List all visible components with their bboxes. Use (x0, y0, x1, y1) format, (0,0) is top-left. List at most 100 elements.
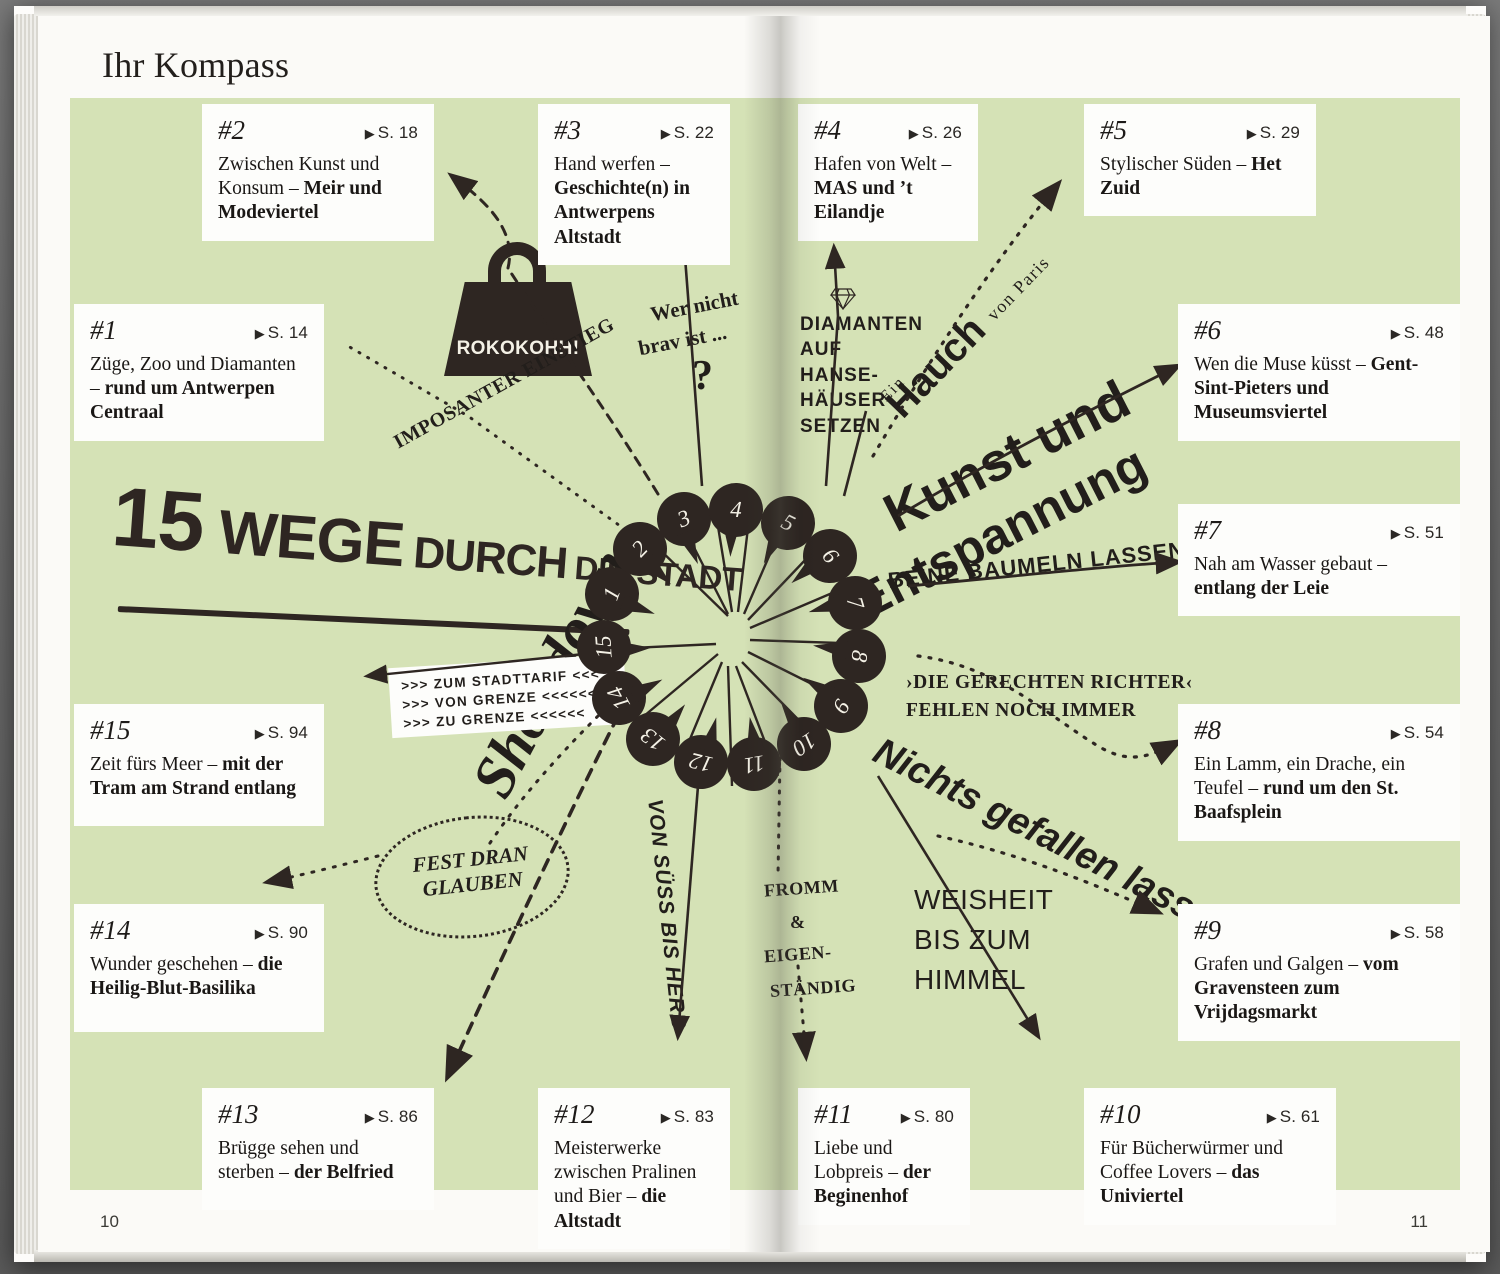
route-card-title: Brügge sehen und sterben – der Belfried (218, 1137, 418, 1185)
route-card-8[interactable]: ▶ S. 54 #8 Ein Lamm, ein Drache, ein Teufel… (1178, 704, 1460, 841)
route-card-title-bold: rund um den St. Baafsplein (1194, 778, 1399, 824)
route-card-title-bold: die Altstadt (554, 1186, 667, 1232)
triangle-right-icon: ▶ (364, 1110, 375, 1125)
page-ref-text: S. 94 (267, 723, 308, 742)
route-card-14[interactable]: ▶ S. 90 #14 Wunder geschehen – die Heilig-B… (74, 904, 324, 1032)
route-card-page-ref[interactable]: ▶ S. 51 (1391, 523, 1444, 543)
route-card-number: #6 (1194, 315, 1221, 345)
page-ref-text: S. 14 (267, 323, 308, 342)
route-card-title: Liebe und Lobpreis – der Beginenhof (814, 1137, 954, 1210)
route-card-number: #7 (1194, 515, 1221, 545)
route-card-title-plain: Grafen und Galgen – (1194, 954, 1363, 975)
triangle-right-icon: ▶ (1390, 326, 1401, 341)
route-card-6[interactable]: ▶ S. 48 #6 Wen die Muse küsst – Gent-Sint-P… (1178, 304, 1460, 441)
triangle-right-icon: ▶ (254, 726, 265, 741)
route-card-11[interactable]: ▶ S. 80 #11 Liebe und Lobpreis – der Begine… (798, 1088, 970, 1225)
route-card-page-ref[interactable]: ▶ S. 83 (661, 1107, 714, 1127)
page-ref-text: S. 61 (1279, 1107, 1320, 1126)
route-card-title: Zeit fürs Meer – mit der Tram am Strand … (90, 753, 308, 801)
route-card-title-bold: das Univiertel (1100, 1162, 1260, 1208)
route-card-number: #9 (1194, 915, 1221, 945)
triangle-right-icon: ▶ (1390, 926, 1401, 941)
route-card-title-plain: Stylischer Süden – (1100, 154, 1252, 175)
page-ref-text: S. 86 (377, 1107, 418, 1126)
route-card-title: Hand werfen – Geschichte(n) in Antwerpen… (554, 153, 714, 250)
route-card-title-bold: die Heilig-Blut-Basilika (90, 954, 283, 1000)
route-card-page-ref[interactable]: ▶ S. 18 (365, 123, 418, 143)
book-body: Ihr Kompass (14, 6, 1490, 1262)
route-card-title-plain: Brügge sehen und sterben – (218, 1138, 359, 1184)
route-card-10[interactable]: ▶ S. 61 #10 Für Bücherwürmer und Coffee Lov… (1084, 1088, 1336, 1225)
route-card-title-bold: rund um Antwerpen Centraal (90, 378, 275, 424)
route-card-4[interactable]: ▶ S. 26 #4 Hafen von Welt – MAS und ’t Eila… (798, 104, 978, 241)
route-card-page-ref[interactable]: ▶ S. 14 (255, 323, 308, 343)
route-card-page-ref[interactable]: ▶ S. 48 (1391, 323, 1444, 343)
route-card-page-ref[interactable]: ▶ S. 90 (255, 923, 308, 943)
route-card-title-bold: Geschichte(n) in Antwerpens Altstadt (554, 178, 690, 248)
route-card-12[interactable]: ▶ S. 83 #12 Meisterwerke zwischen Pralinen … (538, 1088, 730, 1249)
route-card-page-ref[interactable]: ▶ S. 86 (365, 1107, 418, 1127)
route-card-number: #15 (90, 715, 131, 745)
route-card-page-ref[interactable]: ▶ S. 54 (1391, 723, 1444, 743)
route-card-number: #2 (218, 115, 245, 145)
route-card-title: Zwischen Kunst und Konsum – Meir und Mod… (218, 153, 418, 226)
page-ref-text: S. 54 (1403, 723, 1444, 742)
route-card-number: #8 (1194, 715, 1221, 745)
route-card-title: Für Bücherwürmer und Coffee Lovers – das… (1100, 1137, 1320, 1210)
page-top-edge (34, 6, 1466, 16)
page-ref-text: S. 80 (913, 1107, 954, 1126)
page-ref-text: S. 22 (673, 123, 714, 142)
page-number-right: 11 (1410, 1212, 1428, 1231)
route-card-title-bold: vom Gravensteen zum Vrijdagsmarkt (1194, 954, 1399, 1024)
page-ref-text: S. 48 (1403, 323, 1444, 342)
route-card-page-ref[interactable]: ▶ S. 22 (661, 123, 714, 143)
route-card-title-plain: Hand werfen – (554, 154, 670, 175)
route-card-number: #13 (218, 1099, 259, 1129)
triangle-right-icon: ▶ (364, 126, 375, 141)
route-card-page-ref[interactable]: ▶ S. 94 (255, 723, 308, 743)
route-card-title: Grafen und Galgen – vom Gravensteen zum … (1194, 953, 1444, 1026)
route-card-7[interactable]: ▶ S. 51 #7 Nah am Wasser gebaut – entlang d… (1178, 504, 1460, 617)
route-card-layer: ▶ S. 14 #1 Züge, Zoo und Diamanten – rund u… (38, 16, 1490, 1252)
route-card-title-bold: entlang der Leie (1194, 578, 1330, 600)
route-card-3[interactable]: ▶ S. 22 #3 Hand werfen – Geschichte(n) in A… (538, 104, 730, 265)
page-edge-left (14, 14, 40, 1254)
triangle-right-icon: ▶ (1390, 526, 1401, 541)
route-card-number: #14 (90, 915, 131, 945)
page-ref-text: S. 18 (377, 123, 418, 142)
route-card-1[interactable]: ▶ S. 14 #1 Züge, Zoo und Diamanten – rund u… (74, 304, 324, 441)
page-bottom-edge (34, 1250, 1466, 1262)
route-card-number: #1 (90, 315, 117, 345)
page-surface: Ihr Kompass (38, 16, 1490, 1252)
route-card-15[interactable]: ▶ S. 94 #15 Zeit fürs Meer – mit der Tram a… (74, 704, 324, 826)
route-card-number: #4 (814, 115, 841, 145)
triangle-right-icon: ▶ (254, 926, 265, 941)
route-card-title: Hafen von Welt – MAS und ’t Eilandje (814, 153, 962, 226)
triangle-right-icon: ▶ (1246, 126, 1257, 141)
triangle-right-icon: ▶ (254, 326, 265, 341)
route-card-5[interactable]: ▶ S. 29 #5 Stylischer Süden – Het Zuid (1084, 104, 1316, 217)
route-card-9[interactable]: ▶ S. 58 #9 Grafen und Galgen – vom Gravenst… (1178, 904, 1460, 1041)
route-card-title: Stylischer Süden – Het Zuid (1100, 153, 1300, 201)
triangle-right-icon: ▶ (1390, 726, 1401, 741)
triangle-right-icon: ▶ (1266, 1110, 1277, 1125)
route-card-number: #10 (1100, 1099, 1141, 1129)
triangle-right-icon: ▶ (908, 126, 919, 141)
route-card-title-plain: Liebe und Lobpreis – (814, 1138, 903, 1184)
route-card-page-ref[interactable]: ▶ S. 58 (1391, 923, 1444, 943)
page-ref-text: S. 26 (921, 123, 962, 142)
route-card-title-plain: Wen die Muse küsst – (1194, 354, 1371, 375)
page-ref-text: S. 83 (673, 1107, 714, 1126)
route-card-13[interactable]: ▶ S. 86 #13 Brügge sehen und sterben – der … (202, 1088, 434, 1210)
route-card-page-ref[interactable]: ▶ S. 26 (909, 123, 962, 143)
route-card-2[interactable]: ▶ S. 18 #2 Zwischen Kunst und Konsum – Meir… (202, 104, 434, 241)
route-card-title-bold: Meir und Modeviertel (218, 178, 382, 224)
route-card-title-plain: Hafen von Welt – (814, 154, 952, 175)
route-card-number: #11 (814, 1099, 853, 1129)
route-card-page-ref[interactable]: ▶ S. 29 (1247, 123, 1300, 143)
route-card-page-ref[interactable]: ▶ S. 80 (901, 1107, 954, 1127)
route-card-page-ref[interactable]: ▶ S. 61 (1267, 1107, 1320, 1127)
page-ref-text: S. 58 (1403, 923, 1444, 942)
page-ref-text: S. 29 (1259, 123, 1300, 142)
route-card-title-plain: Züge, Zoo und Diamanten – (90, 354, 296, 400)
